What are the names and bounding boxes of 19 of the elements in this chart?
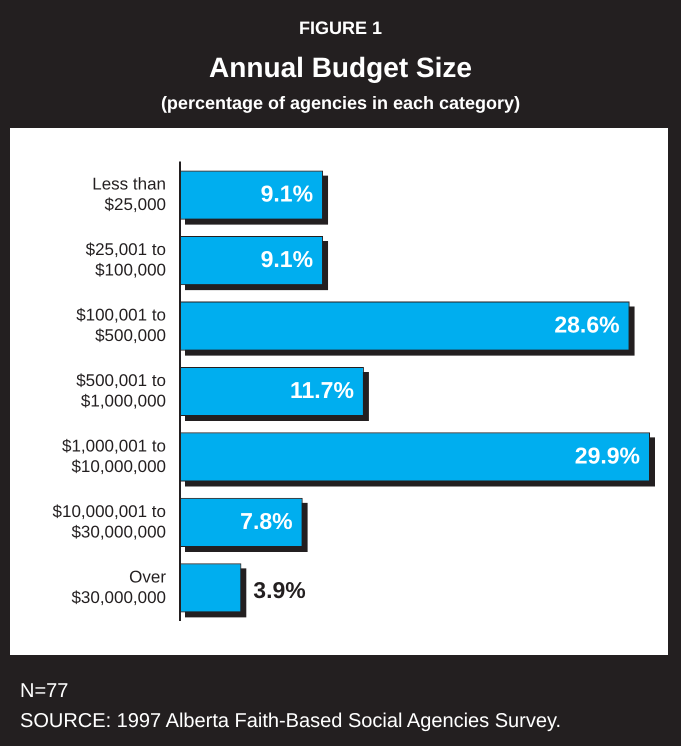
data-label: 9.1% bbox=[260, 180, 314, 206]
caption: FIGURE 1 bbox=[298, 18, 383, 39]
y-tick-label: $100,001 to $500,000 bbox=[76, 306, 166, 345]
y-tick-label: $1,000,001 to $10,000,000 bbox=[62, 436, 166, 476]
data-label: 29.9% bbox=[574, 442, 640, 468]
data-label: 28.6% bbox=[554, 311, 620, 338]
data-label: 7.8% bbox=[240, 508, 293, 534]
y-tick-label: $10,000,001 to $30,000,000 bbox=[52, 502, 166, 542]
y-tick-label: $25,001 to $100,000 bbox=[86, 240, 166, 280]
data-label: 3.9% bbox=[253, 577, 306, 604]
source-note: SOURCE: 1997 Alberta Faith-Based Social Agencies Survey. bbox=[20, 709, 562, 734]
y-tick-label: Over $30,000,000 bbox=[71, 567, 166, 607]
data-label: 11.7% bbox=[290, 376, 354, 403]
y-tick-label: $500,001 to $1,000,000 bbox=[76, 370, 166, 410]
chart-title: Annual Budget Size bbox=[208, 52, 473, 84]
y-tick-label: Less than $25,000 bbox=[92, 174, 166, 214]
data-label: 9.1% bbox=[260, 246, 314, 272]
chart-subtitle: (percentage of agencies in each category) bbox=[160, 93, 522, 114]
text: N=77 bbox=[20, 679, 70, 704]
